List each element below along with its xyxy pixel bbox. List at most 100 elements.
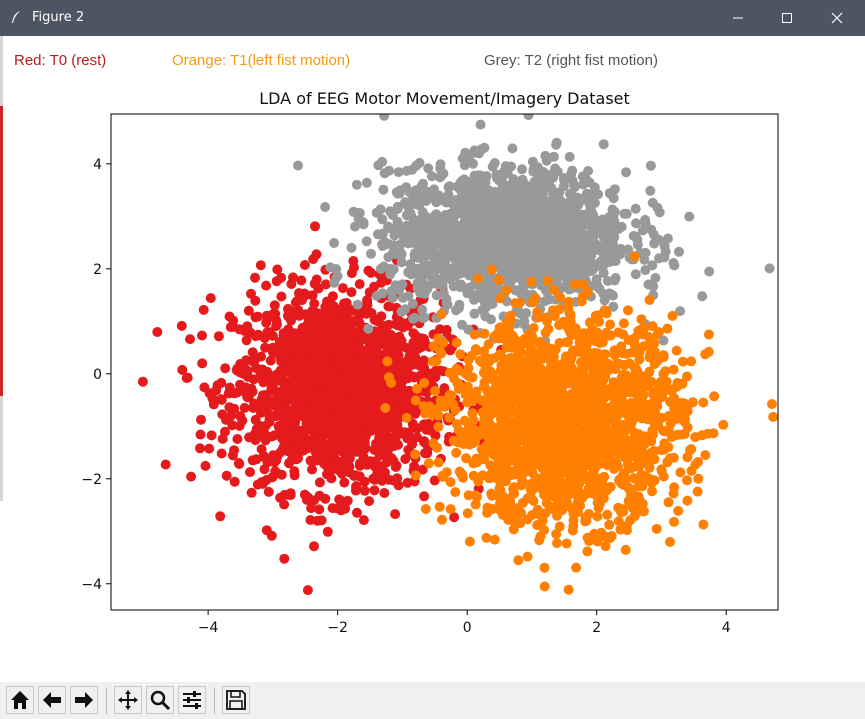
scatter-point bbox=[250, 312, 261, 323]
scatter-point bbox=[500, 212, 511, 223]
scatter-point bbox=[596, 218, 607, 229]
scatter-point bbox=[308, 254, 319, 265]
scatter-point bbox=[247, 455, 258, 466]
scatter-point bbox=[354, 279, 365, 290]
scatter-point bbox=[227, 450, 238, 461]
close-button[interactable] bbox=[814, 0, 860, 36]
scatter-point bbox=[386, 377, 397, 388]
scatter-point bbox=[621, 208, 632, 219]
minimize-button[interactable] bbox=[715, 0, 761, 36]
scatter-point bbox=[697, 291, 708, 302]
scatter-point bbox=[488, 217, 499, 228]
scatter-point bbox=[649, 420, 660, 431]
scatter-point bbox=[261, 317, 272, 328]
scatter-point bbox=[361, 308, 372, 319]
scatter-point bbox=[647, 260, 658, 271]
scatter-point bbox=[396, 335, 407, 346]
scatter-point bbox=[384, 414, 395, 425]
scatter-point bbox=[217, 409, 228, 420]
scatter-point bbox=[451, 447, 462, 458]
scatter-point bbox=[388, 240, 399, 251]
scatter-point bbox=[241, 355, 252, 366]
scatter-point bbox=[478, 199, 489, 209]
scatter-point bbox=[277, 445, 287, 456]
scatter-point bbox=[368, 403, 379, 414]
scatter-point bbox=[552, 510, 562, 521]
scatter-point bbox=[261, 280, 272, 291]
scatter-point bbox=[273, 429, 284, 440]
scatter-point bbox=[511, 503, 522, 514]
scatter-point bbox=[443, 193, 453, 204]
scatter-point bbox=[224, 382, 235, 393]
scatter-point bbox=[656, 464, 667, 475]
scatter-point bbox=[407, 298, 418, 309]
scatter-point bbox=[324, 388, 335, 399]
window-title: Figure 2 bbox=[32, 10, 85, 25]
scatter-point bbox=[535, 531, 546, 542]
scatter-point bbox=[623, 244, 634, 255]
scatter-point bbox=[250, 272, 260, 283]
scatter-point bbox=[250, 331, 261, 342]
scatter-point bbox=[424, 401, 435, 412]
scatter-point bbox=[449, 230, 460, 241]
scatter-point bbox=[459, 265, 470, 276]
scatter-point bbox=[665, 396, 676, 407]
scatter-point bbox=[359, 485, 370, 496]
close-icon bbox=[831, 12, 843, 24]
scatter-point bbox=[521, 220, 532, 231]
scatter-point bbox=[416, 337, 427, 348]
scatter-point bbox=[527, 297, 538, 308]
scatter-point bbox=[342, 365, 353, 376]
scatter-point bbox=[506, 253, 517, 264]
scatter-point bbox=[302, 329, 313, 340]
scatter-point bbox=[224, 402, 235, 413]
scatter-point bbox=[280, 422, 290, 433]
scatter-point bbox=[477, 305, 488, 316]
scatter-point bbox=[347, 358, 358, 369]
scatter-point bbox=[594, 283, 605, 294]
scatter-point bbox=[260, 390, 271, 400]
scatter-point bbox=[588, 240, 599, 251]
scatter-point bbox=[289, 403, 300, 413]
scatter-point bbox=[610, 273, 621, 283]
scatter-point bbox=[334, 355, 345, 366]
scatter-point bbox=[339, 500, 350, 511]
scatter-point bbox=[185, 334, 195, 345]
scatter-point bbox=[519, 316, 530, 327]
scatter-point bbox=[636, 314, 647, 325]
scatter-point bbox=[334, 458, 344, 469]
scatter-point bbox=[423, 163, 434, 174]
scatter-point bbox=[577, 171, 588, 182]
scatter-point bbox=[272, 369, 283, 379]
scatter-point bbox=[217, 433, 228, 444]
scatter-point bbox=[513, 555, 524, 566]
scatter-point bbox=[196, 414, 206, 425]
scatter-point bbox=[668, 258, 679, 268]
scatter-point bbox=[197, 330, 207, 341]
scatter-point bbox=[649, 359, 660, 370]
scatter-point bbox=[452, 181, 463, 192]
scatter-point bbox=[609, 232, 620, 243]
maximize-button[interactable] bbox=[764, 0, 810, 36]
scatter-point bbox=[649, 475, 660, 486]
scatter-point bbox=[374, 370, 385, 381]
scatter-point bbox=[346, 242, 357, 253]
scatter-point bbox=[198, 304, 209, 315]
scatter-point bbox=[540, 327, 551, 338]
scatter-point bbox=[270, 396, 281, 407]
scatter-point bbox=[640, 247, 651, 258]
scatter-point bbox=[539, 260, 550, 271]
scatter-point bbox=[215, 511, 226, 522]
scatter-point bbox=[648, 281, 659, 292]
scatter-point bbox=[469, 170, 480, 181]
scatter-point bbox=[361, 236, 372, 247]
scatter-plot[interactable]: LDA of EEG Motor Movement/Imagery Datase… bbox=[0, 80, 865, 680]
scatter-point bbox=[559, 199, 570, 210]
scatter-point bbox=[599, 295, 610, 306]
scatter-point bbox=[381, 422, 392, 432]
scatter-point bbox=[462, 508, 473, 519]
scatter-point bbox=[423, 458, 434, 469]
scatter-point bbox=[401, 220, 412, 231]
scatter-point bbox=[406, 210, 417, 221]
scatter-point bbox=[487, 161, 498, 172]
